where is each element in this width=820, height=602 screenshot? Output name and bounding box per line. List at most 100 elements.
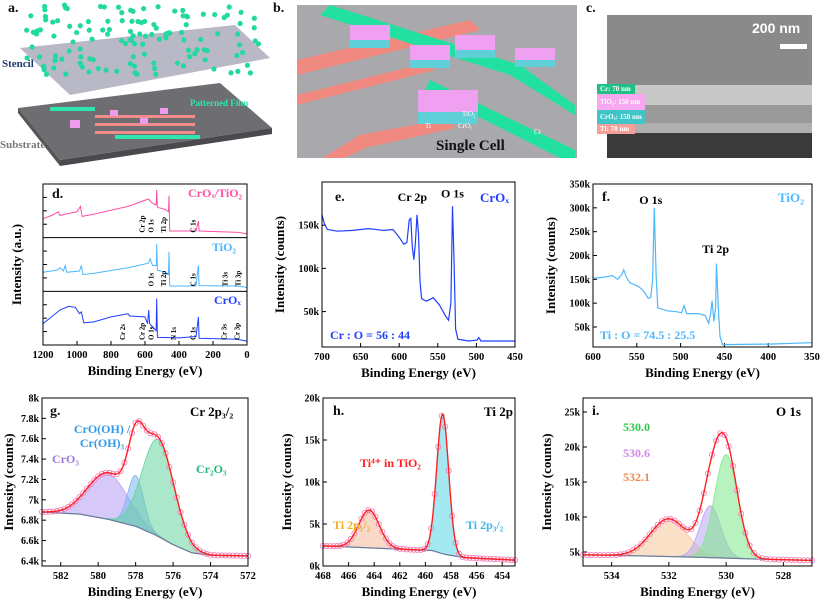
x-tick-label: 458 bbox=[443, 571, 459, 582]
y-tick-label: 200k bbox=[569, 251, 590, 262]
y-tick-label: 0k bbox=[309, 562, 320, 573]
data-point bbox=[721, 431, 728, 438]
panel-f-label: f. bbox=[602, 190, 611, 205]
data-point bbox=[375, 521, 382, 528]
scale-bar-label: 200 nm bbox=[752, 20, 801, 36]
x-tick-label: 200 bbox=[205, 350, 221, 361]
x-tick-label: 500 bbox=[673, 352, 689, 363]
deposition-particle bbox=[127, 28, 134, 35]
x-tick-label: 600 bbox=[391, 352, 407, 363]
x-axis-title: Binding Energy (eV) bbox=[88, 363, 203, 378]
panel-a-label: a. bbox=[8, 1, 19, 16]
y-axis-title: Intensity (counts) bbox=[279, 433, 294, 530]
x-tick-label: 400 bbox=[171, 350, 187, 361]
peak-annotation: O 1s bbox=[639, 193, 662, 207]
x-axis-title: Binding Energy (eV) bbox=[88, 584, 203, 599]
single-cell-caption: Single Cell bbox=[436, 138, 505, 154]
peak-annotation: Cr 3p bbox=[233, 323, 241, 340]
label-ti-2p32: Ti 2p₃/₂ bbox=[466, 518, 504, 532]
deposition-particle bbox=[156, 36, 163, 42]
deposition-particle bbox=[221, 14, 227, 21]
x-tick-label: 468 bbox=[315, 571, 331, 582]
data-point bbox=[192, 544, 199, 551]
deposition-particle bbox=[52, 57, 58, 64]
y-tick-label: 350k bbox=[569, 180, 590, 191]
deposition-particle bbox=[131, 41, 138, 47]
deposition-particle bbox=[119, 10, 125, 16]
deposition-particle bbox=[238, 9, 244, 15]
peak-annotation: Ti 3s bbox=[221, 272, 229, 287]
deposition-particle bbox=[140, 41, 146, 47]
x-tick-label: 464 bbox=[366, 571, 383, 582]
data-point bbox=[754, 553, 761, 560]
y-tick-label: 20k bbox=[304, 394, 320, 405]
y-tick-label: 25k bbox=[564, 408, 580, 419]
data-point bbox=[424, 541, 431, 548]
x-tick-label: 1000 bbox=[67, 350, 88, 361]
deposition-particle bbox=[192, 51, 198, 57]
deposition-particle bbox=[67, 23, 73, 29]
deposition-particle bbox=[127, 61, 133, 67]
panel-g-title: Cr 2p₃/₂ bbox=[190, 404, 234, 419]
deposition-particle bbox=[100, 27, 106, 33]
deposition-particle bbox=[215, 31, 221, 37]
deposition-particle bbox=[180, 13, 186, 19]
x-tick-label: 462 bbox=[392, 571, 408, 582]
deposition-particle bbox=[51, 33, 57, 39]
data-point bbox=[746, 542, 753, 549]
deposition-particle bbox=[85, 18, 91, 25]
deposition-particle bbox=[86, 69, 92, 75]
deposition-particle bbox=[114, 68, 120, 74]
data-point bbox=[140, 422, 147, 429]
deposition-particle bbox=[34, 28, 41, 34]
data-point bbox=[91, 476, 98, 483]
chart-h: 468 466 464 462 460 458 456 454 Binding Energy (… bbox=[279, 394, 519, 599]
series-line bbox=[42, 189, 248, 235]
x-tick-label: 532 bbox=[661, 571, 677, 582]
deposition-particle bbox=[130, 54, 136, 60]
deposition-particle bbox=[138, 19, 144, 26]
deposition-particle bbox=[153, 71, 159, 77]
data-point bbox=[389, 543, 396, 550]
deposition-particle bbox=[198, 36, 204, 43]
peak-annotation: Cr 2s bbox=[119, 324, 127, 340]
data-point bbox=[642, 536, 649, 543]
peak-annotation: C 1s bbox=[190, 327, 198, 340]
deposition-particle bbox=[252, 38, 258, 44]
deposition-particle bbox=[149, 31, 155, 38]
y-axis-title: Intensity (counts) bbox=[272, 216, 287, 313]
deposition-particle bbox=[194, 47, 200, 53]
deposition-particle bbox=[130, 33, 136, 39]
deposition-particle bbox=[77, 60, 83, 66]
data-point bbox=[638, 540, 645, 547]
x-tick-label: 454 bbox=[494, 571, 511, 582]
deposition-particle bbox=[106, 26, 113, 33]
peak-annotation: Ti 3p bbox=[235, 271, 243, 287]
y-tick-label: 100k bbox=[569, 299, 590, 310]
deposition-particle bbox=[127, 37, 133, 43]
deposition-particle bbox=[237, 20, 243, 27]
deposition-particle bbox=[77, 46, 83, 52]
deposition-particle bbox=[43, 17, 49, 23]
deposition-particle bbox=[151, 21, 157, 28]
data-point bbox=[393, 544, 400, 551]
x-axis-title: Binding Energy (eV) bbox=[361, 365, 476, 380]
x-tick-label: 600 bbox=[585, 352, 601, 363]
deposition-particle bbox=[226, 4, 232, 10]
x-tick-label: 450 bbox=[507, 352, 523, 363]
panel-e-label: e. bbox=[335, 190, 345, 205]
data-point bbox=[372, 513, 379, 520]
series-line bbox=[42, 298, 248, 342]
deposition-particle bbox=[184, 14, 191, 20]
layer-crox: CrOₓ: 150 nm bbox=[597, 110, 645, 124]
deposition-particle bbox=[103, 67, 109, 73]
plot-frame bbox=[321, 181, 516, 348]
label-530-0: 530.0 bbox=[623, 420, 650, 434]
deposition-particle bbox=[24, 27, 30, 33]
x-tick-label: 580 bbox=[90, 571, 106, 582]
y-tick-label: 250k bbox=[569, 227, 590, 238]
data-point bbox=[158, 440, 165, 447]
data-point bbox=[155, 434, 162, 441]
plot-frame bbox=[322, 397, 516, 567]
